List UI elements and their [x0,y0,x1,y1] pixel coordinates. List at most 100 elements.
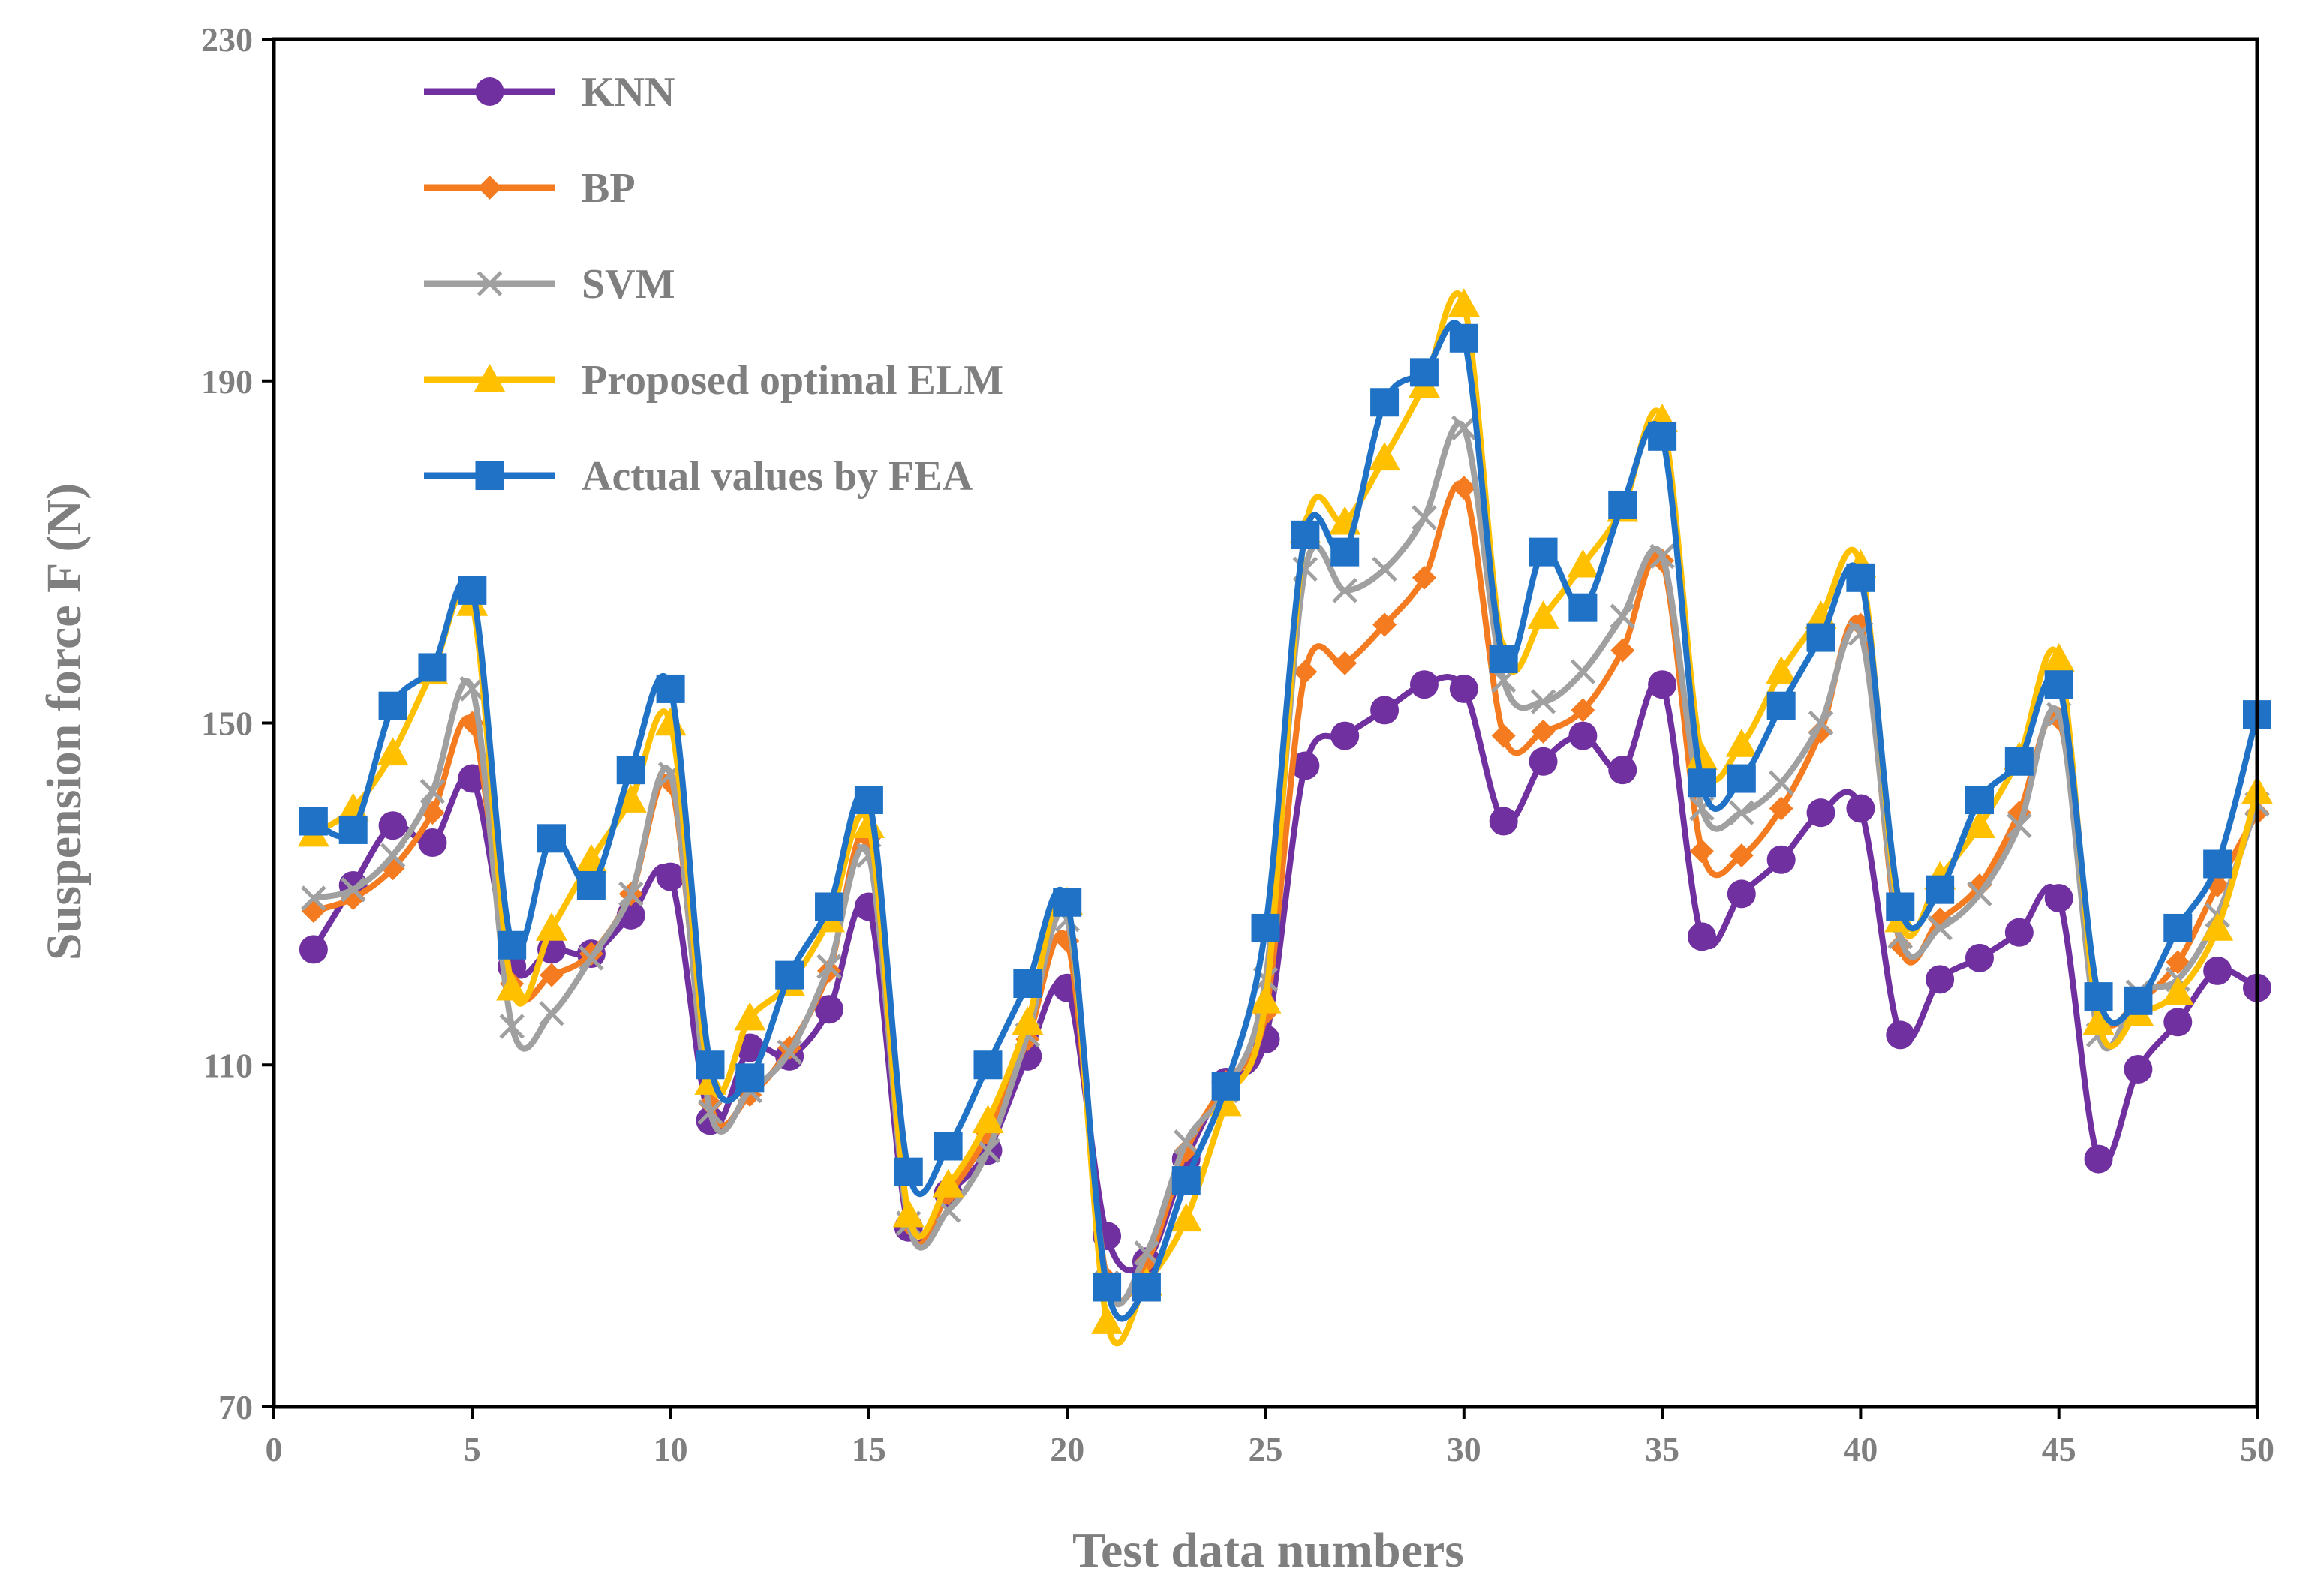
data-point-actual-values-by-fea-24 [1211,1072,1240,1101]
data-point-knn-3 [378,811,407,840]
x-tick-label-25: 25 [1249,1430,1283,1468]
plot-frame [272,37,2259,1409]
data-point-proposed-optimal-elm-28 [1369,442,1401,471]
data-point-knn-27 [1330,721,1360,750]
data-point-proposed-optimal-elm-18 [972,1105,1004,1134]
data-point-actual-values-by-fea-23 [1171,1166,1201,1195]
data-point-knn-14 [815,995,844,1024]
legend-item-actual-values-by-fea: Actual values by FEA [424,453,973,500]
x-axis-title: Test data numbers [1072,1523,1464,1578]
data-point-svm-38 [1768,770,1794,796]
data-point-knn-28 [1370,696,1400,725]
x-tick-label-50: 50 [2240,1430,2274,1468]
data-point-actual-values-by-fea-41 [1886,892,1915,921]
data-point-actual-values-by-fea-8 [576,870,606,900]
x-tick-label-15: 15 [852,1430,886,1468]
legend-marker-proposed-optimal-elm [474,364,506,392]
data-point-proposed-optimal-elm-21 [1091,1306,1123,1334]
series-actual-values-by-fea [299,320,2271,1322]
legend-marker-bp [477,176,502,200]
data-point-svm-29 [1412,505,1437,530]
data-point-actual-values-by-fea-14 [815,892,844,921]
data-point-svm-28 [1372,556,1397,582]
data-point-svm-3 [380,843,406,868]
data-point-actual-values-by-fea-44 [2004,747,2034,776]
data-point-actual-values-by-fea-30 [1449,323,1478,353]
data-point-actual-values-by-fea-4 [418,653,447,682]
data-point-proposed-optimal-elm-46 [2082,1006,2115,1035]
data-point-svm-7 [539,1001,564,1026]
data-point-svm-23 [1174,1129,1199,1155]
legend-label-svm: SVM [582,261,675,308]
data-point-knn-34 [1608,756,1637,785]
data-point-actual-values-by-fea-17 [934,1132,963,1161]
data-point-svm-1 [301,885,326,911]
legend-item-bp: BP [424,165,636,212]
data-point-knn-48 [2163,1008,2193,1037]
data-point-bp-27 [1333,651,1357,675]
data-point-svm-13 [777,1039,802,1065]
data-point-knn-39 [1806,798,1835,828]
data-point-svm-33 [1570,659,1596,684]
data-point-knn-33 [1568,721,1598,750]
data-point-bp-30 [1451,476,1476,500]
data-point-proposed-optimal-elm-6 [496,972,528,1001]
data-point-svm-32 [1530,689,1556,714]
data-point-actual-values-by-fea-18 [973,1050,1003,1080]
data-point-proposed-optimal-elm-38 [1765,656,1797,684]
data-point-proposed-optimal-elm-7 [536,912,568,941]
data-point-proposed-optimal-elm-19 [1012,1006,1044,1035]
data-point-bp-31 [1491,723,1516,748]
data-point-actual-values-by-fea-49 [2203,849,2232,879]
data-point-knn-1 [299,935,328,964]
data-point-svm-22 [1134,1240,1159,1266]
data-point-knn-31 [1489,807,1518,836]
data-point-knn-44 [2004,918,2034,947]
data-point-knn-4 [418,828,447,858]
data-point-actual-values-by-fea-5 [458,576,487,605]
data-point-actual-values-by-fea-42 [1926,875,1955,904]
data-point-bp-32 [1531,719,1556,744]
series-line-proposed-optimal-elm [311,290,2260,1347]
data-point-svm-35 [1649,543,1675,570]
data-point-bp-28 [1372,612,1397,637]
data-point-knn-36 [1687,922,1716,951]
data-point-actual-values-by-fea-19 [1013,969,1042,999]
data-point-svm-44 [2007,813,2032,838]
data-point-knn-26 [1291,751,1320,780]
data-point-svm-18 [975,1138,1001,1163]
data-point-proposed-optimal-elm-45 [2043,643,2075,672]
data-point-actual-values-by-fea-40 [1846,563,1875,592]
data-point-actual-values-by-fea-48 [2163,913,2193,942]
data-point-actual-values-by-fea-21 [1093,1273,1122,1302]
data-point-svm-43 [1967,881,1992,907]
legend-marker-knn [475,77,504,106]
data-point-knn-35 [1648,670,1677,699]
data-point-bp-1 [301,899,326,924]
data-point-actual-values-by-fea-7 [537,824,567,853]
data-point-knn-47 [2124,1054,2153,1084]
data-point-svm-8 [579,945,604,971]
data-point-svm-4 [419,778,446,804]
data-point-bp-26 [1293,660,1318,684]
data-point-proposed-optimal-elm-32 [1527,600,1559,629]
data-point-svm-34 [1610,603,1636,629]
data-point-knn-10 [656,862,685,891]
legend: KNN BP SVM Proposed optimal ELM Actual value… [424,69,1003,500]
data-point-proposed-optimal-elm-36 [1685,741,1718,770]
legend-marker-actual-values-by-fea [475,461,504,490]
data-point-actual-values-by-fea-12 [735,1063,765,1093]
data-point-actual-values-by-fea-2 [338,815,368,844]
data-point-proposed-optimal-elm-12 [734,1002,766,1031]
data-point-svm-42 [1927,915,1953,941]
x-tick-label-35: 35 [1645,1430,1679,1468]
data-point-actual-values-by-fea-22 [1132,1273,1161,1302]
data-point-knn-40 [1846,794,1875,823]
data-point-actual-values-by-fea-36 [1687,768,1716,798]
data-point-bp-37 [1729,843,1754,868]
data-point-actual-values-by-fea-11 [696,1050,725,1080]
data-point-proposed-optimal-elm-25 [1249,984,1282,1014]
data-point-actual-values-by-fea-31 [1489,645,1518,674]
data-point-actual-values-by-fea-38 [1766,691,1796,720]
y-tick-label-70: 70 [218,1388,253,1426]
